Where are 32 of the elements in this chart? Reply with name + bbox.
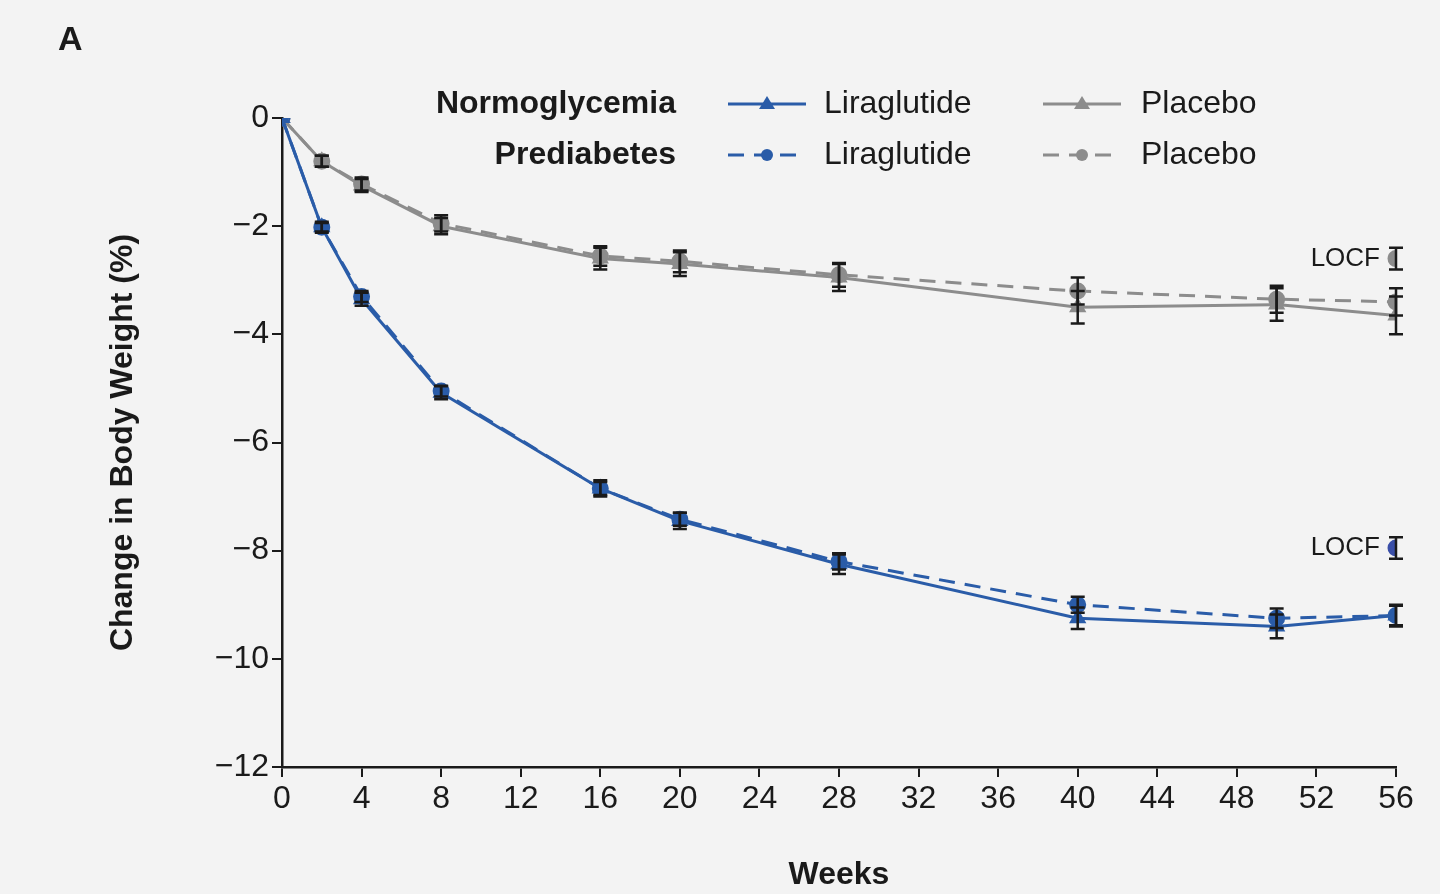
legend-label: Placebo bbox=[1141, 134, 1257, 171]
legend-label: Liraglutide bbox=[824, 83, 972, 120]
annotation: LOCF bbox=[1310, 241, 1380, 272]
text: A bbox=[58, 19, 83, 58]
y-tick-label: −10 bbox=[214, 638, 269, 675]
x-tick-label: 8 bbox=[432, 779, 451, 816]
y-tick-label: 0 bbox=[251, 97, 269, 134]
x-tick-label: 36 bbox=[980, 779, 1016, 816]
y-tick-label: −4 bbox=[232, 314, 269, 351]
x-tick-label: 40 bbox=[1059, 779, 1096, 816]
legend-label: Liraglutide bbox=[824, 134, 972, 171]
x-axis-title: Weeks bbox=[788, 854, 890, 891]
annotation: Prediabetes bbox=[494, 134, 676, 171]
y-tick-label: −12 bbox=[214, 746, 269, 783]
x-tick-label: 48 bbox=[1219, 779, 1255, 816]
x-tick-label: 56 bbox=[1378, 779, 1414, 816]
x-tick-label: 12 bbox=[502, 779, 539, 816]
x-tick-label: 52 bbox=[1298, 779, 1335, 816]
annotation: Normoglycemia bbox=[435, 83, 677, 120]
x-tick-label: 32 bbox=[900, 779, 937, 816]
x-tick-label: 24 bbox=[741, 779, 778, 816]
x-tick-label: 28 bbox=[821, 779, 857, 816]
x-tick-label: 20 bbox=[662, 779, 698, 816]
x-tick-label: 16 bbox=[582, 779, 619, 816]
y-tick-label: −8 bbox=[232, 530, 269, 567]
legend-label: Placebo bbox=[1141, 83, 1257, 120]
y-tick-label: −6 bbox=[232, 422, 269, 459]
x-tick-label: 44 bbox=[1139, 779, 1176, 816]
y-tick-label: −2 bbox=[232, 205, 269, 242]
x-tick-label: 4 bbox=[352, 779, 371, 816]
annotation: LOCF bbox=[1310, 531, 1380, 562]
y-axis-title: Change in Body Weight (%) bbox=[103, 233, 140, 652]
